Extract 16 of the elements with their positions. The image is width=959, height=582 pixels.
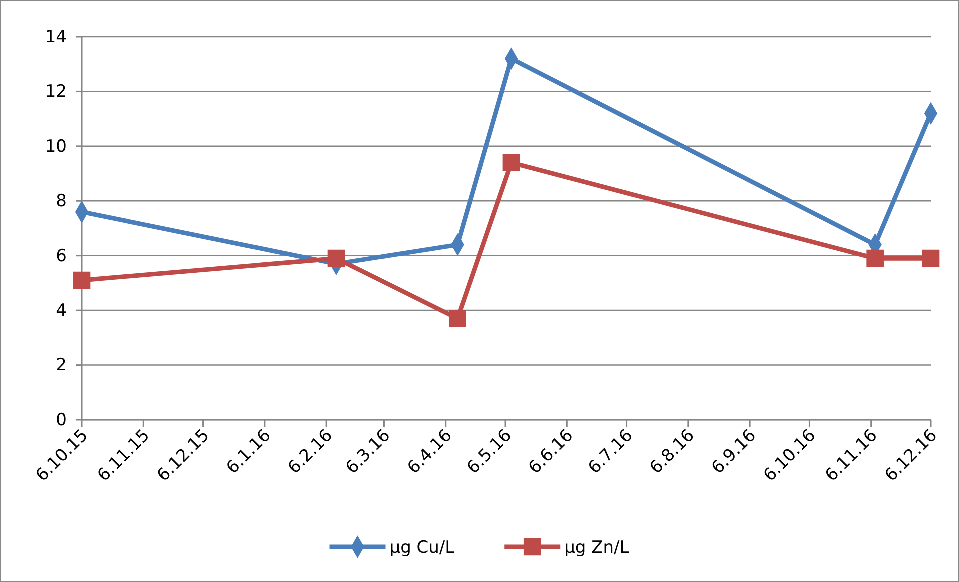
y-tick-label: 0 <box>56 410 67 430</box>
point <box>922 250 940 268</box>
point <box>866 250 884 268</box>
point <box>328 250 346 268</box>
point <box>449 310 466 328</box>
y-tick-label: 12 <box>45 82 67 102</box>
legend-label: µg Cu/L <box>390 538 456 558</box>
y-tick-label: 6 <box>56 246 67 266</box>
legend-label: µg Zn/L <box>564 538 630 558</box>
y-tick-label: 14 <box>45 27 67 48</box>
point <box>502 154 520 172</box>
y-tick-label: 4 <box>56 301 67 322</box>
y-tick-label: 10 <box>45 136 67 157</box>
point <box>73 272 91 290</box>
y-tick-label: 8 <box>56 192 67 212</box>
y-tick-label: 2 <box>56 356 67 376</box>
